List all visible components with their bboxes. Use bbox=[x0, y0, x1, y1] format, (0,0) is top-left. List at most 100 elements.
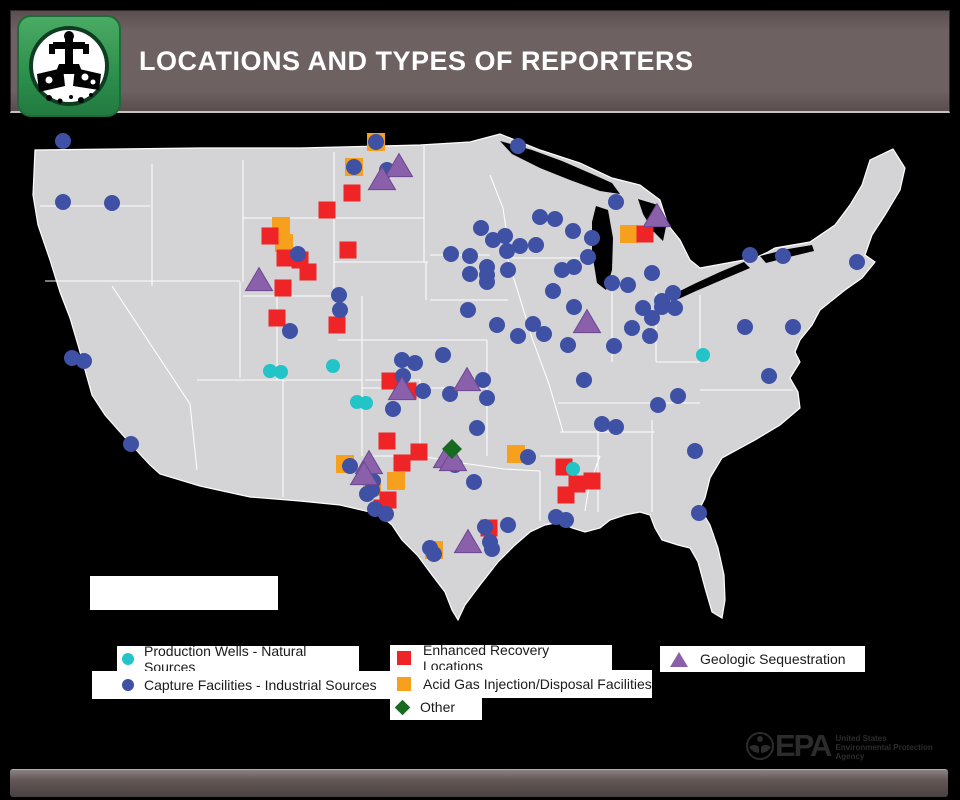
capture-marker bbox=[620, 277, 636, 293]
acid-marker bbox=[620, 225, 638, 243]
capture-marker bbox=[462, 266, 478, 282]
sequestration-marker bbox=[367, 165, 397, 191]
footer-bar bbox=[10, 769, 948, 797]
capture-marker bbox=[475, 372, 491, 388]
capture-marker bbox=[528, 237, 544, 253]
capture-marker bbox=[368, 134, 384, 150]
natural-marker bbox=[326, 359, 340, 373]
capture-marker bbox=[525, 316, 541, 332]
sequestration-marker bbox=[452, 366, 482, 392]
capture-marker bbox=[500, 262, 516, 278]
capture-marker bbox=[123, 436, 139, 452]
recovery-marker bbox=[339, 241, 357, 259]
capture-marker bbox=[604, 275, 620, 291]
recovery-marker bbox=[299, 263, 317, 281]
capture-marker bbox=[342, 458, 358, 474]
map-label-box bbox=[90, 576, 278, 610]
capture-marker bbox=[510, 328, 526, 344]
natural-marker bbox=[359, 396, 373, 410]
capture-marker bbox=[565, 223, 581, 239]
legend-label: Geologic Sequestration bbox=[700, 651, 846, 667]
recovery-square-swatch bbox=[397, 650, 411, 665]
legend-label: Acid Gas Injection/Disposal Facilities bbox=[423, 676, 652, 692]
capture-marker bbox=[55, 133, 71, 149]
capture-marker bbox=[64, 350, 80, 366]
capture-marker bbox=[500, 517, 516, 533]
capture-marker bbox=[761, 368, 777, 384]
legend-item-other: Other bbox=[390, 694, 482, 720]
other-marker bbox=[442, 439, 462, 459]
legend-item-capture-facilities: Capture Facilities - Industrial Sources bbox=[92, 671, 390, 699]
capture-marker bbox=[580, 249, 596, 265]
sequestration-marker bbox=[349, 460, 379, 486]
header-bar: LOCATIONS AND TYPES OF REPORTERS bbox=[10, 10, 950, 117]
capture-circle-swatch bbox=[122, 679, 134, 691]
capture-marker bbox=[477, 519, 493, 535]
sequestration-marker bbox=[453, 528, 483, 554]
capture-marker bbox=[667, 300, 683, 316]
legend-item-production-wells: Production Wells - Natural Sources bbox=[117, 643, 359, 675]
capture-marker bbox=[606, 338, 622, 354]
legend-label: Capture Facilities - Industrial Sources bbox=[144, 677, 377, 693]
capture-marker bbox=[510, 138, 526, 154]
capture-marker bbox=[435, 347, 451, 363]
recovery-marker bbox=[393, 454, 411, 472]
co2-injection-well-icon bbox=[17, 15, 121, 117]
recovery-marker bbox=[381, 372, 399, 390]
natural-marker bbox=[696, 348, 710, 362]
capture-marker bbox=[469, 420, 485, 436]
capture-marker bbox=[499, 243, 515, 259]
capture-marker bbox=[650, 397, 666, 413]
legend-label: Other bbox=[420, 699, 456, 715]
recovery-marker bbox=[268, 309, 286, 327]
capture-marker bbox=[378, 506, 394, 522]
capture-marker bbox=[76, 353, 92, 369]
other-diamond-swatch bbox=[394, 699, 411, 715]
recovery-marker bbox=[274, 279, 292, 297]
capture-marker bbox=[532, 209, 548, 225]
capture-marker bbox=[654, 293, 670, 309]
recovery-marker bbox=[410, 443, 428, 461]
legend-item-acid-gas: Acid Gas Injection/Disposal Facilities bbox=[390, 670, 652, 698]
page-title: LOCATIONS AND TYPES OF REPORTERS bbox=[139, 45, 694, 76]
capture-marker bbox=[104, 195, 120, 211]
capture-marker bbox=[359, 486, 375, 502]
epa-agency-name: United States Environmental Protection A… bbox=[835, 734, 933, 761]
legend-item-geologic-sequestration: Geologic Sequestration bbox=[660, 646, 865, 672]
capture-marker bbox=[512, 238, 528, 254]
capture-marker bbox=[584, 230, 600, 246]
capture-marker bbox=[644, 310, 660, 326]
sequestration-marker bbox=[387, 375, 417, 401]
natural-circle-swatch bbox=[122, 652, 134, 665]
epa-flower-icon bbox=[746, 732, 774, 760]
natural-marker bbox=[274, 365, 288, 379]
capture-marker bbox=[536, 326, 552, 342]
capture-marker bbox=[395, 368, 411, 384]
capture-marker bbox=[462, 248, 478, 264]
capture-marker bbox=[775, 248, 791, 264]
sequestration-triangle-swatch bbox=[670, 651, 688, 667]
recovery-marker bbox=[328, 316, 346, 334]
capture-marker bbox=[566, 259, 582, 275]
capture-marker bbox=[554, 262, 570, 278]
capture-marker bbox=[576, 372, 592, 388]
capture-marker bbox=[282, 323, 298, 339]
recovery-marker bbox=[583, 472, 601, 490]
sequestration-marker bbox=[642, 202, 672, 228]
capture-marker bbox=[460, 302, 476, 318]
capture-marker bbox=[665, 285, 681, 301]
legend-label: Production Wells - Natural Sources bbox=[144, 642, 307, 675]
capture-marker bbox=[691, 505, 707, 521]
capture-marker bbox=[407, 355, 423, 371]
capture-marker bbox=[479, 390, 495, 406]
capture-marker bbox=[489, 317, 505, 333]
capture-marker bbox=[608, 419, 624, 435]
capture-marker bbox=[332, 302, 348, 318]
capture-marker bbox=[687, 443, 703, 459]
capture-marker bbox=[55, 194, 71, 210]
legend-item-enhanced-recovery: Enhanced Recovery Locations bbox=[390, 642, 612, 674]
capture-marker bbox=[497, 228, 513, 244]
capture-marker bbox=[443, 246, 459, 262]
